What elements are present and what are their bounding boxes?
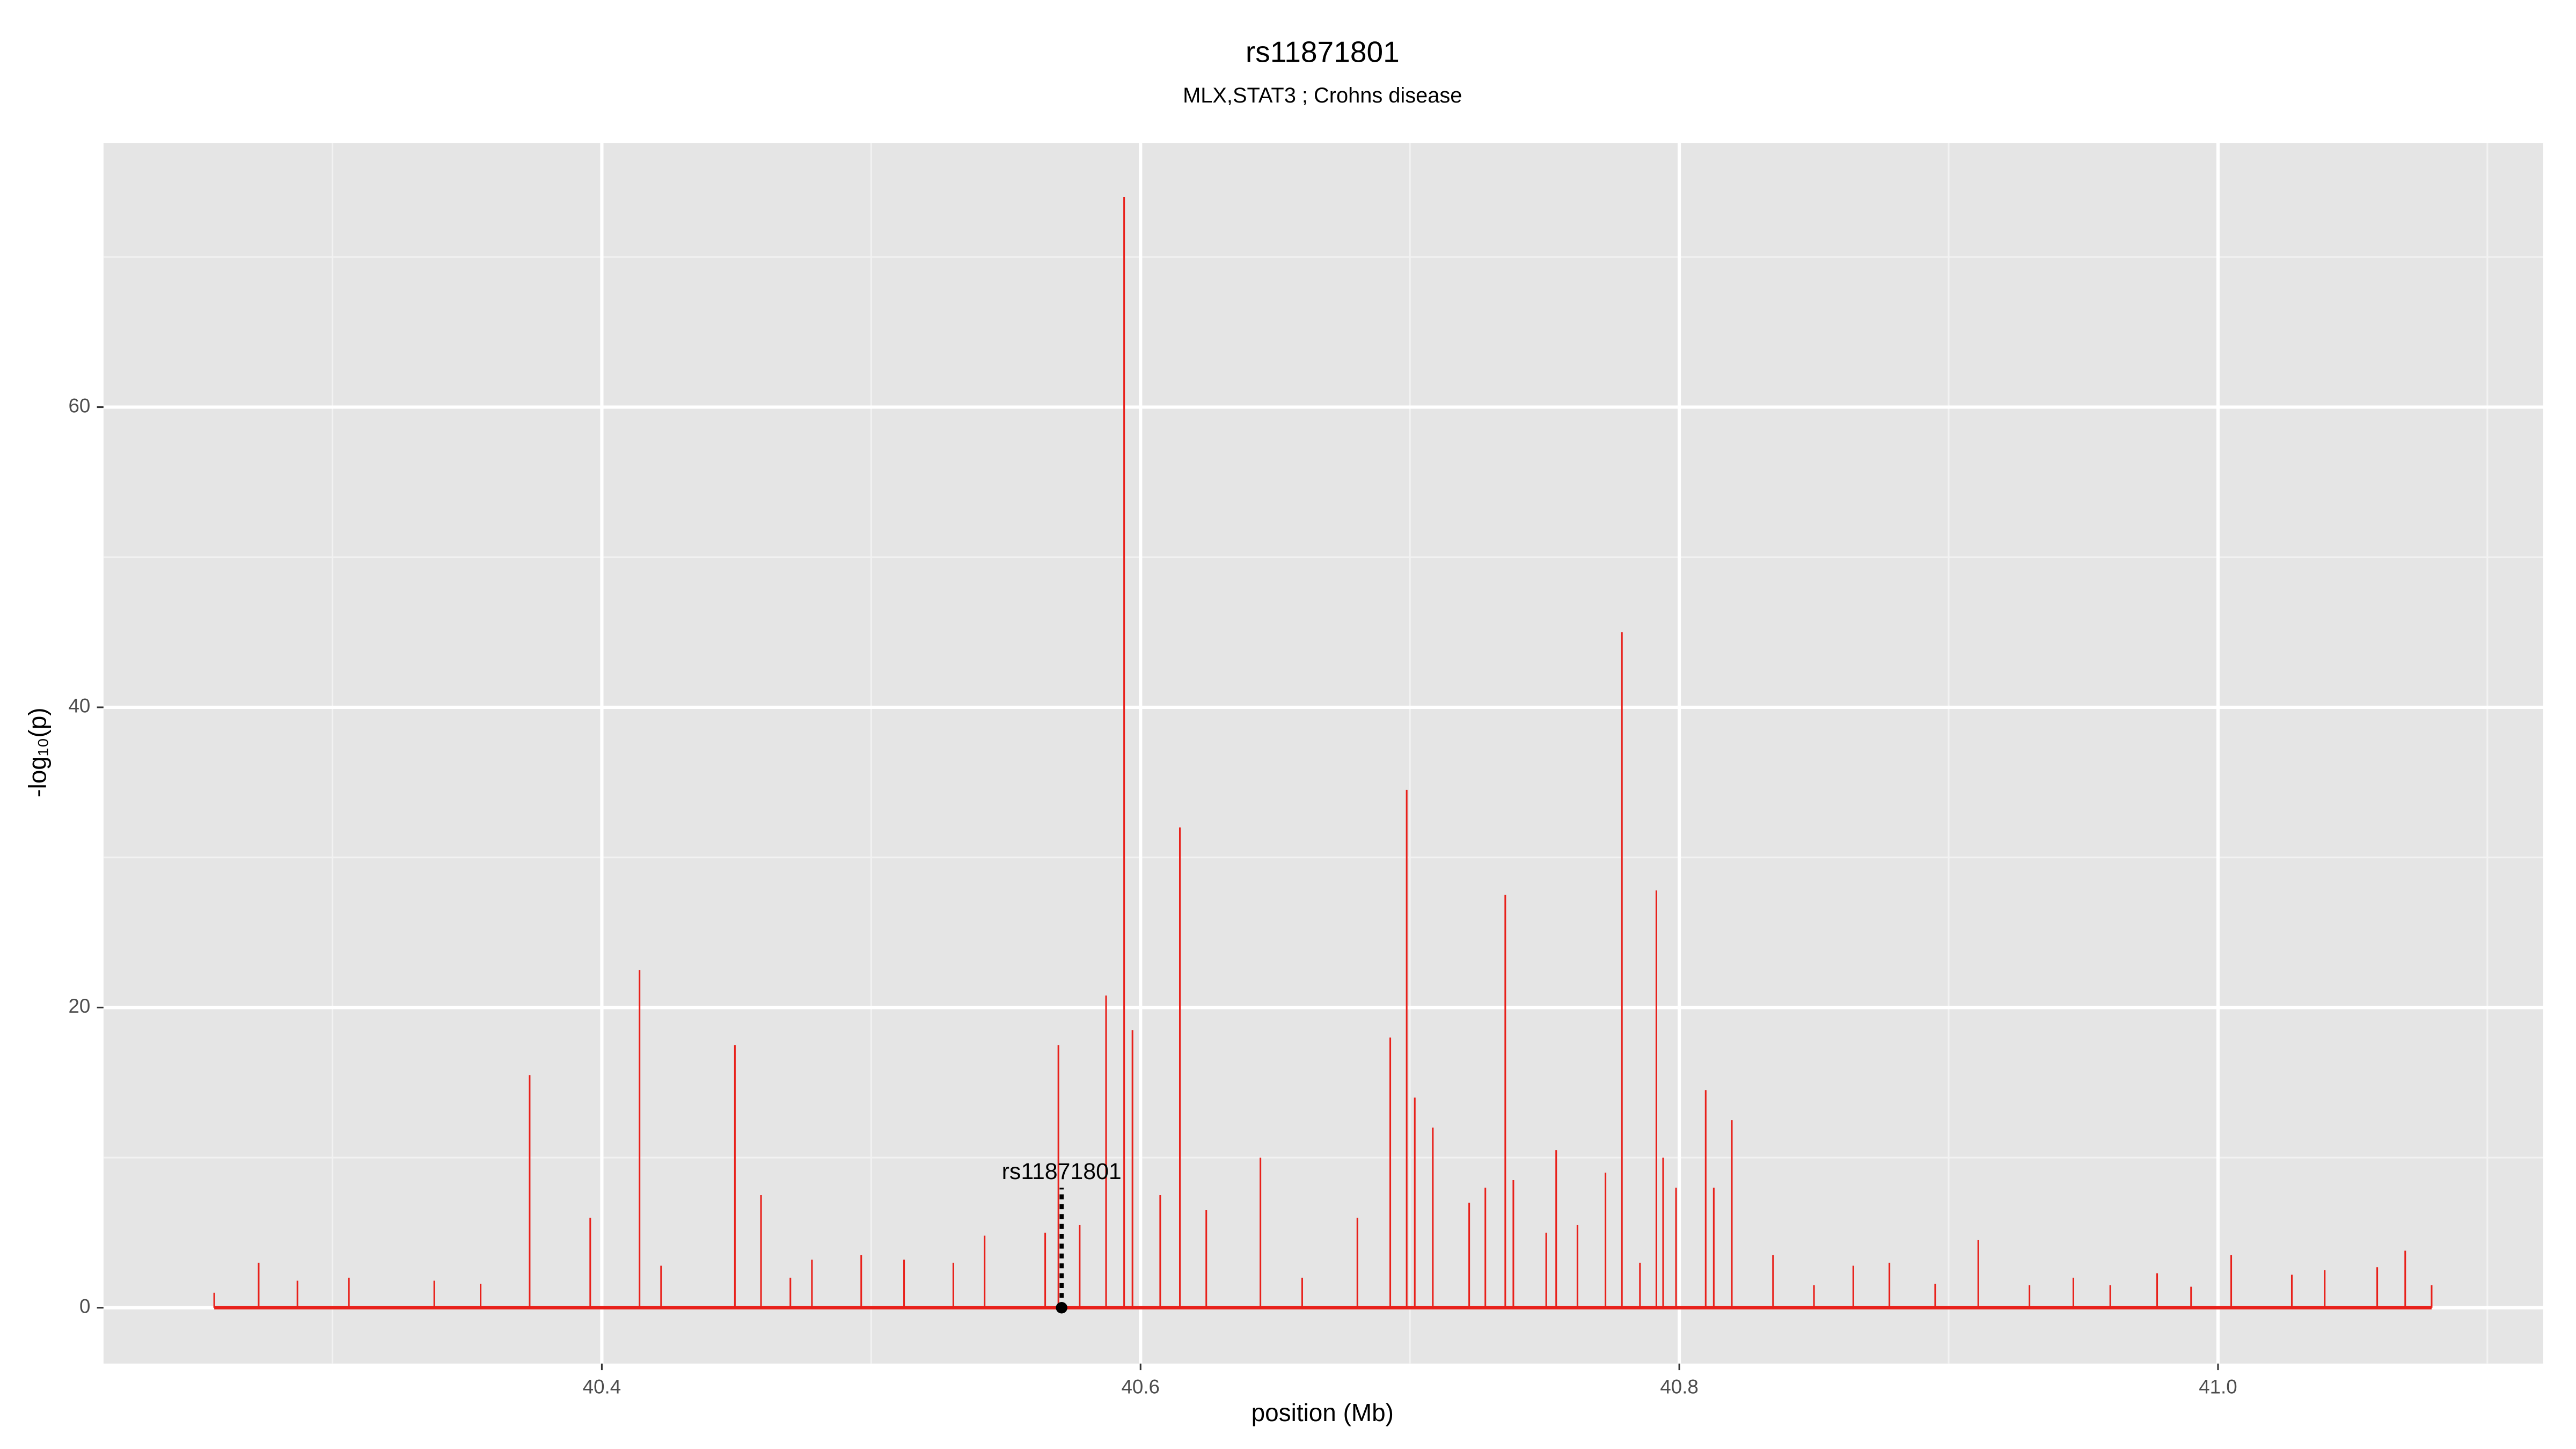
chart-title: rs11871801 [1246,35,1400,69]
y-tick-label: 40 [69,695,91,717]
x-axis-label: position (Mb) [1252,1399,1394,1426]
y-tick-label: 60 [69,394,91,416]
annotation-point [1056,1302,1067,1314]
x-tick-label: 41.0 [2199,1375,2237,1397]
x-tick-label: 40.6 [1122,1375,1160,1397]
y-tick-label: 20 [69,995,91,1017]
panel [103,143,2543,1364]
y-tick-label: 0 [79,1295,90,1317]
x-tick-label: 40.8 [1660,1375,1698,1397]
y-axis-label: -log₁₀(p) [24,707,52,797]
x-tick-label: 40.4 [583,1375,621,1397]
chart-subtitle: MLX,STAT3 ; Crohns disease [1183,84,1462,107]
annotation-label: rs11871801 [1002,1159,1122,1184]
